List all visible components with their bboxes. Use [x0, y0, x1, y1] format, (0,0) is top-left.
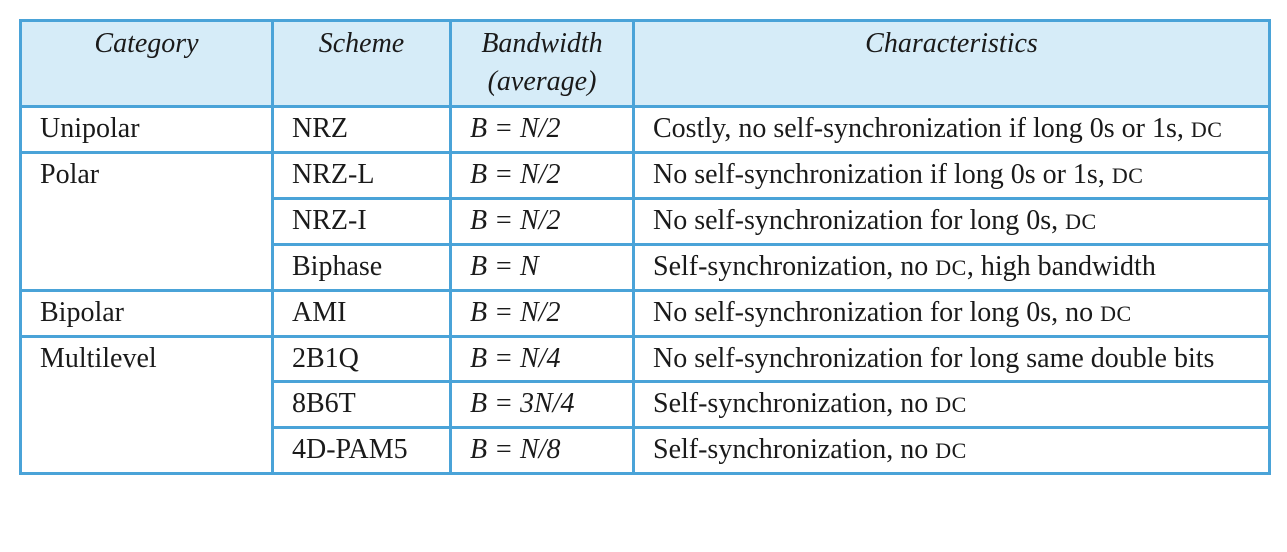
bandwidth-cell: B = N — [449, 243, 635, 292]
header-scheme: Scheme — [271, 19, 452, 108]
characteristics-cell: Self-synchronization, no DC — [632, 380, 1271, 429]
table-row: Polar NRZ-L B = N/2 No self-synchronizat… — [19, 151, 1271, 292]
dc-label: DC — [935, 255, 967, 280]
dc-label: DC — [935, 438, 967, 463]
dc-label: DC — [1111, 163, 1144, 188]
characteristics-text: Self-synchronization, no — [653, 388, 929, 419]
header-category: Category — [19, 19, 274, 108]
dc-label: DC — [1065, 209, 1097, 234]
bandwidth-cell: B = N/2 — [449, 197, 635, 246]
header-bandwidth-line2: (average) — [487, 66, 597, 97]
header-bandwidth-line1: Bandwidth — [481, 28, 603, 59]
bandwidth-cell: B = N/8 — [449, 426, 635, 475]
table-row: NRZ-I B = N/2 No self-synchronization fo… — [21, 197, 1271, 246]
characteristics-text: Costly, no self-synchronization if long … — [653, 113, 1184, 144]
line-coding-summary-table: Category Scheme Bandwidth (average) Char… — [19, 19, 1271, 475]
characteristics-cell: No self-synchronization if long 0s or 1s… — [632, 151, 1271, 200]
scheme-cell: 4D-PAM5 — [271, 426, 452, 475]
characteristics-tail: , high bandwidth — [966, 251, 1156, 282]
table-row: Multilevel 2B1Q B = N/4 No self-synchron… — [19, 335, 1271, 475]
characteristics-text: No self-synchronization if long 0s or 1s… — [653, 159, 1105, 190]
header-characteristics: Characteristics — [632, 19, 1271, 108]
scheme-cell: AMI — [271, 289, 452, 338]
characteristics-cell: Self-synchronization, no DC, high bandwi… — [632, 243, 1271, 292]
scheme-cell: 8B6T — [271, 380, 452, 429]
category-cell: Unipolar — [19, 105, 274, 154]
characteristics-cell: No self-synchronization for long 0s, no … — [632, 289, 1271, 338]
bandwidth-cell: B = N/2 — [449, 289, 635, 338]
table-row: 8B6T B = 3N/4 Self-synchronization, no D… — [21, 380, 1271, 429]
dc-label: DC — [1100, 301, 1132, 326]
header-row: Category Scheme Bandwidth (average) Char… — [19, 19, 1271, 108]
characteristics-cell: No self-synchronization for long same do… — [632, 335, 1271, 383]
scheme-cell: NRZ — [271, 105, 452, 154]
scheme-cell: NRZ-L — [271, 151, 452, 200]
table-row: 4D-PAM5 B = N/8 Self-synchronization, no… — [21, 426, 1271, 475]
scheme-cell: 2B1Q — [271, 335, 452, 383]
characteristics-text: Self-synchronization, no — [653, 434, 929, 465]
characteristics-text: No self-synchronization for long 0s, no — [653, 297, 1094, 328]
characteristics-cell: Costly, no self-synchronization if long … — [632, 105, 1271, 154]
characteristics-text: No self-synchronization for long 0s, — [653, 205, 1059, 236]
category-cell: Polar — [19, 151, 274, 292]
header-bandwidth: Bandwidth (average) — [449, 19, 635, 108]
dc-label: DC — [1190, 117, 1223, 142]
bandwidth-cell: B = N/2 — [449, 151, 635, 200]
scheme-cell: Biphase — [271, 243, 452, 292]
characteristics-text: Self-synchronization, no — [653, 251, 929, 282]
category-cell: Multilevel — [19, 335, 274, 475]
table-row: Biphase B = N Self-synchronization, no D… — [21, 243, 1271, 292]
bandwidth-cell: B = N/2 — [449, 105, 635, 154]
characteristics-text: No self-synchronization for long same do… — [653, 343, 1215, 374]
bandwidth-cell: B = N/4 — [449, 335, 635, 383]
category-cell: Bipolar — [19, 289, 274, 338]
dc-label: DC — [935, 392, 967, 417]
scheme-cell: NRZ-I — [271, 197, 452, 246]
characteristics-cell: Self-synchronization, no DC — [632, 426, 1271, 475]
bandwidth-cell: B = 3N/4 — [449, 380, 635, 429]
table-container: Category Scheme Bandwidth (average) Char… — [19, 19, 1271, 475]
table-row: Unipolar NRZ B = N/2 Costly, no self-syn… — [19, 105, 1271, 154]
characteristics-cell: No self-synchronization for long 0s, DC — [632, 197, 1271, 246]
table-row: Bipolar AMI B = N/2 No self-synchronizat… — [19, 289, 1271, 338]
